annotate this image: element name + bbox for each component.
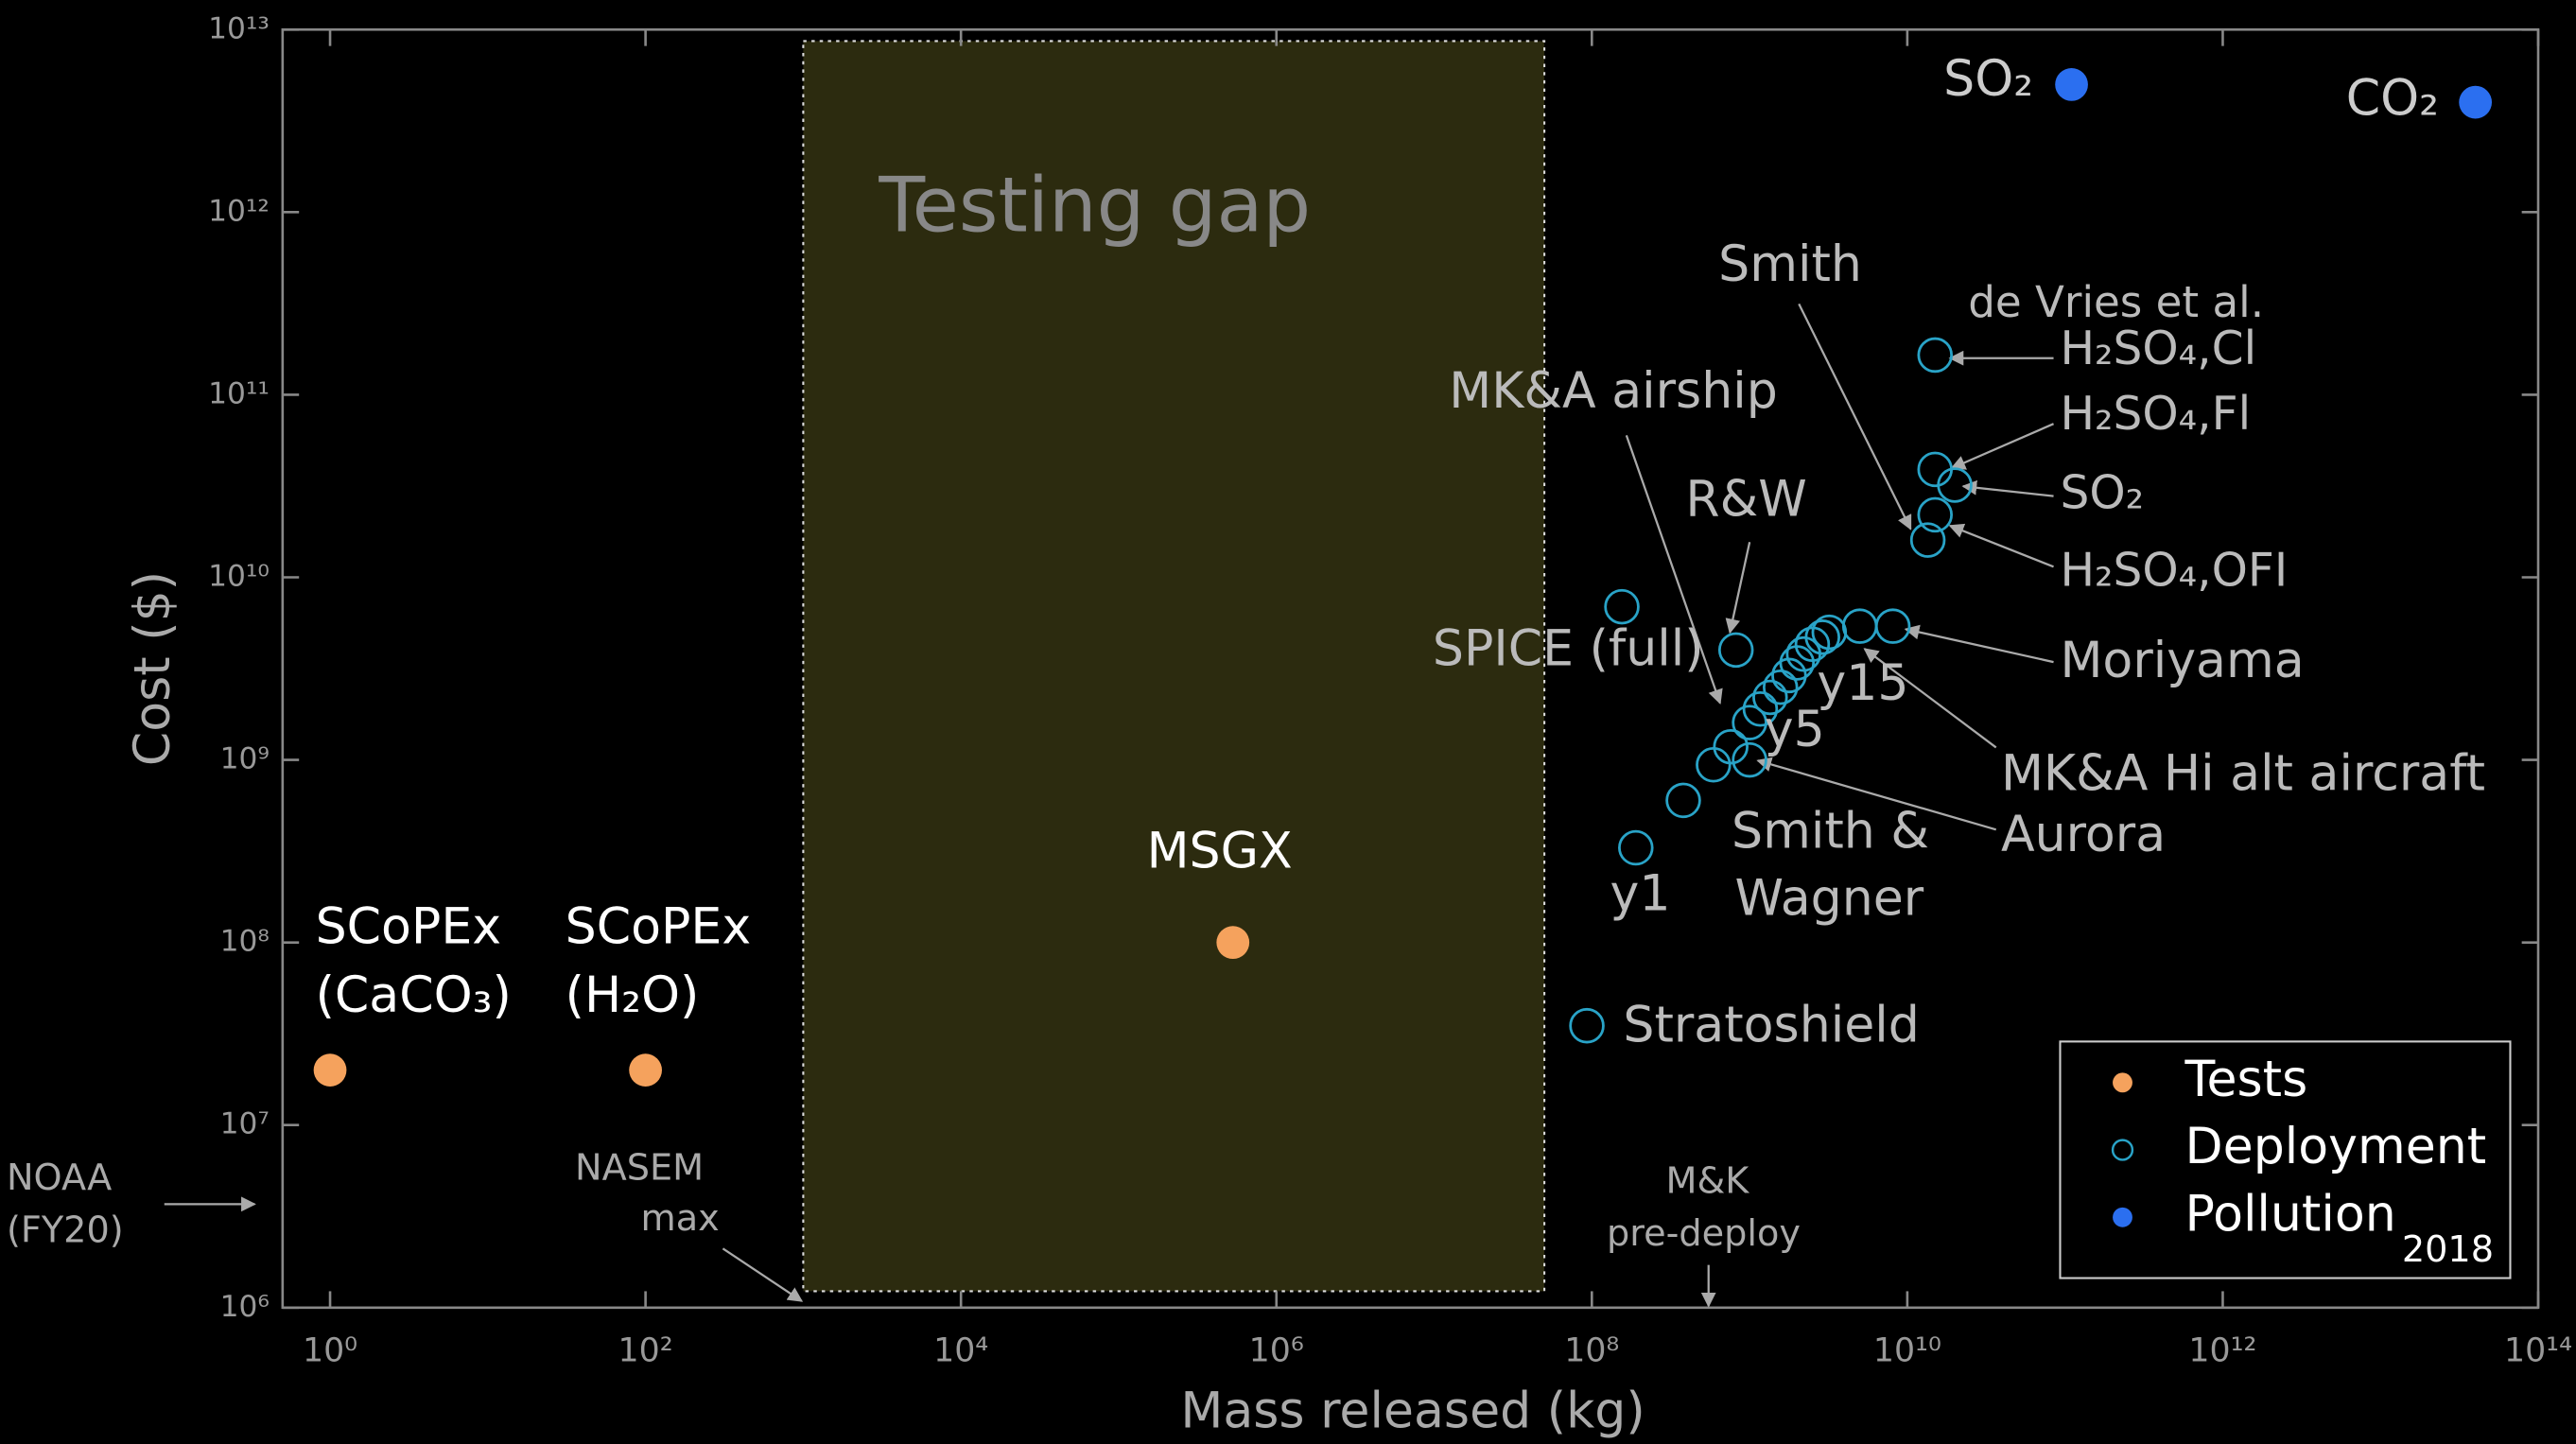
annotation: y1 (1610, 866, 1670, 923)
y-tick-label: 10⁶ (220, 1290, 270, 1324)
y-tick-label: 10⁸ (220, 925, 270, 959)
point (1909, 522, 1946, 558)
point (1717, 632, 1754, 669)
annotation: NASEM (575, 1147, 704, 1189)
y-tick-label: 10⁹ (220, 742, 270, 776)
annotation-arrow (1725, 542, 1751, 635)
annotation: Testing gap (878, 161, 1311, 249)
point (1804, 619, 1840, 655)
point (2055, 68, 2088, 101)
y-axis-label: Cost ($) (125, 571, 182, 766)
point (1569, 1007, 1605, 1044)
y-tick-label: 10¹⁰ (208, 560, 270, 594)
point (1216, 926, 1250, 960)
annotation: Wagner (1735, 871, 1924, 928)
legend-label: Tests (2184, 1052, 2308, 1108)
annotation: Stratoshield (1623, 997, 1919, 1053)
annotation: pre-deploy (1607, 1213, 1801, 1255)
annotation: (CaCO₃) (316, 967, 512, 1024)
annotation-arrow (722, 1247, 804, 1302)
point (1713, 728, 1749, 765)
y-tick-label: 10¹² (208, 194, 270, 228)
point (1604, 588, 1640, 625)
x-tick-label: 10⁴ (933, 1332, 988, 1370)
annotation: Moriyama (2060, 633, 2304, 689)
y-tick-label: 10¹¹ (208, 376, 270, 410)
point (1917, 337, 1954, 374)
point (1752, 679, 1788, 716)
point (1732, 741, 1767, 778)
annotation: MK&A Hi alt aircraft (2001, 746, 2485, 803)
annotation-arrow (1950, 423, 2054, 470)
annotation: NOAA (7, 1157, 112, 1199)
annotation-arrow (1625, 434, 1723, 705)
legend-box (2059, 1040, 2512, 1279)
annotation: MSGX (1147, 823, 1293, 879)
x-tick-label: 10⁰ (303, 1332, 357, 1370)
annotation: SCoPEx (316, 898, 502, 955)
x-tick-label: 10¹⁴ (2504, 1332, 2572, 1370)
annotation: SO₂ (1943, 51, 2033, 108)
annotation: y15 (1817, 655, 1908, 712)
y-tick-label: 10¹³ (208, 11, 270, 45)
annotation-arrow (1904, 624, 2054, 664)
annotation: SO₂ (2060, 467, 2144, 520)
point (1763, 669, 1799, 705)
x-axis-label: Mass released (kg) (1180, 1383, 1645, 1440)
point (1618, 829, 1654, 866)
annotation: SCoPEx (566, 898, 752, 955)
x-tick-label: 10² (618, 1332, 673, 1370)
annotation: SPICE (full) (1433, 621, 1704, 678)
x-tick-label: 10¹² (2188, 1332, 2256, 1370)
annotation: R&W (1685, 472, 1806, 529)
annotation: (H₂O) (566, 967, 700, 1024)
point (2459, 85, 2493, 119)
annotation: M&K (1666, 1160, 1750, 1202)
point (1665, 782, 1701, 819)
annotation: H₂SO₄,Fl (2060, 388, 2251, 441)
point (313, 1053, 347, 1087)
legend-label: Deployment (2185, 1119, 2487, 1175)
annotation: MK&A airship (1449, 363, 1778, 420)
plot-frame (281, 27, 2540, 1310)
annotation-arrow (1863, 648, 1997, 749)
point (1874, 608, 1911, 644)
point (1732, 705, 1767, 740)
point (1742, 690, 1779, 727)
annotation: H₂SO₄,Cl (2060, 322, 2256, 375)
legend-label: Pollution (2185, 1186, 2396, 1243)
x-tick-label: 10⁶ (1249, 1332, 1304, 1370)
annotation: Aurora (2001, 807, 2166, 863)
annotation-arrow (1798, 303, 1912, 531)
x-tick-label: 10⁸ (1564, 1332, 1619, 1370)
point (629, 1053, 662, 1087)
legend-marker (2113, 1072, 2132, 1093)
point (1937, 467, 1973, 503)
annotation: Smith & (1732, 803, 1929, 860)
annotation-arrow (1961, 479, 2054, 497)
x-tick-label: 10¹⁰ (1873, 1332, 1941, 1370)
annotation: H₂SO₄,OFI (2060, 544, 2288, 597)
point (1917, 496, 1954, 533)
annotation: max (641, 1198, 720, 1240)
legend-marker (2111, 1139, 2134, 1161)
annotation: de Vries et al. (1968, 277, 2264, 327)
annotation-arrow (1948, 523, 2054, 568)
annotation: y5 (1765, 702, 1825, 758)
testing-gap-region (802, 40, 1546, 1293)
y-tick-label: 10⁷ (220, 1107, 270, 1141)
annotation-arrow (1756, 757, 1997, 831)
legend-marker (2113, 1207, 2132, 1227)
annotation: CO₂ (2346, 71, 2439, 128)
annotation: (FY20) (7, 1209, 124, 1251)
legend-note: 2018 (2402, 1229, 2494, 1271)
annotation: Smith (1718, 236, 1862, 293)
